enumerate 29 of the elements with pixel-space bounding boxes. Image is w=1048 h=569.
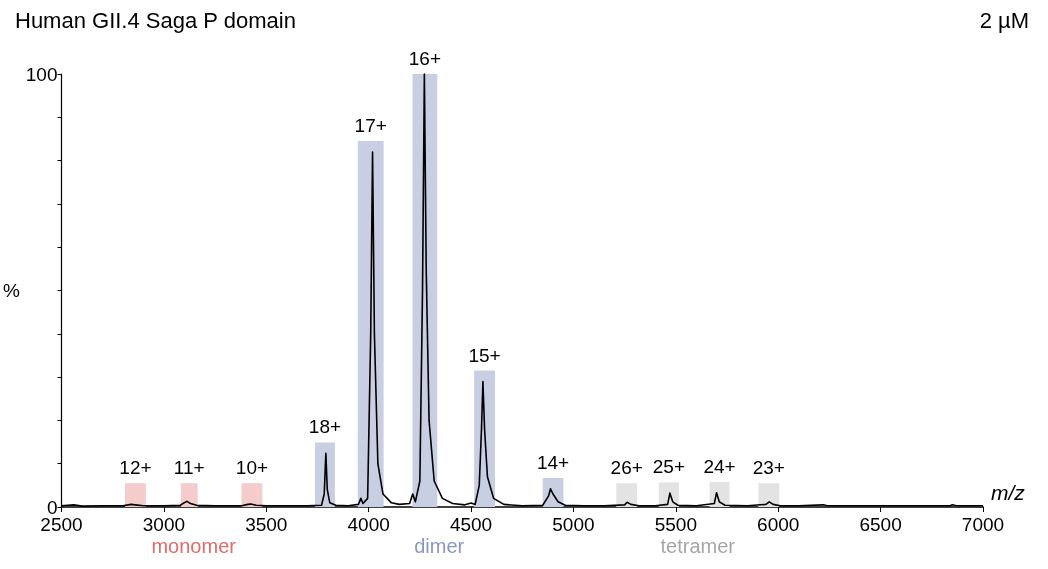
x-tick-label: 4000 — [347, 514, 390, 535]
band-label: 12+ — [119, 457, 152, 479]
band-label: 17+ — [354, 115, 387, 137]
text: tetramer — [660, 535, 736, 557]
band-label: 24+ — [703, 455, 736, 477]
y-axis-title: % — [2, 280, 20, 301]
x-tick-label: 6000 — [757, 514, 800, 535]
band-label: 10+ — [235, 457, 269, 479]
x-tick-label: 7000 — [961, 514, 1005, 535]
text: monomer — [151, 535, 237, 557]
band-label: 15+ — [468, 344, 501, 366]
band-label: 14+ — [536, 451, 570, 473]
x-tick-label: 5000 — [552, 514, 595, 535]
x-tick-label: 3000 — [142, 514, 186, 535]
x-axis-title: m/z — [991, 481, 1026, 504]
band-label: 18+ — [308, 416, 342, 438]
y-tick-label: 100 — [25, 63, 58, 85]
chart-title: Human GII.4 Saga P domain — [15, 7, 296, 33]
x-tick-label: 4500 — [449, 514, 493, 535]
band-label: 23+ — [752, 457, 785, 479]
x-tick-label: 5500 — [654, 514, 697, 535]
chart-subtitle: 2 µM — [979, 7, 1030, 33]
band-label: 11+ — [173, 457, 205, 479]
x-tick-label: 6500 — [859, 514, 902, 535]
x-tick-label: 3500 — [245, 514, 288, 535]
band-label: 26+ — [610, 457, 643, 479]
band-label: 25+ — [652, 456, 685, 478]
band-label: 16+ — [408, 48, 441, 69]
text: dimer — [414, 535, 465, 557]
